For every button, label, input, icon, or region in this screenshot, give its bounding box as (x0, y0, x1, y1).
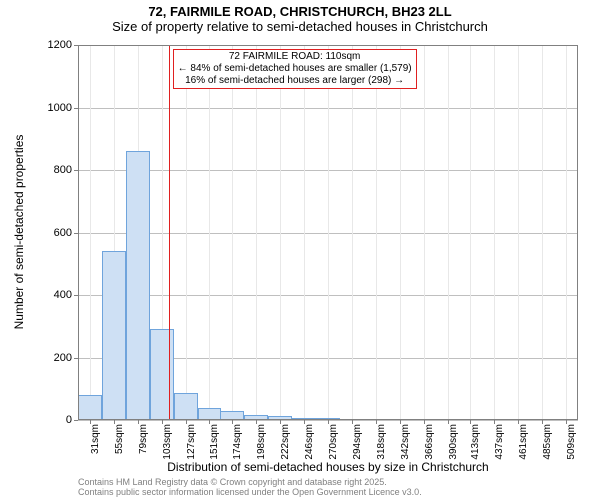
xtick-label: 390sqm (448, 424, 459, 460)
title-block: 72, FAIRMILE ROAD, CHRISTCHURCH, BH23 2L… (0, 0, 600, 34)
ytick-label: 800 (54, 164, 72, 176)
ytick (74, 420, 78, 421)
chart-plot-area: 02004006008001000120031sqm55sqm79sqm103s… (78, 45, 578, 420)
x-axis-label: Distribution of semi-detached houses by … (78, 460, 578, 474)
ytick-label: 1000 (48, 102, 72, 114)
ytick-label: 200 (54, 352, 72, 364)
title-line2: Size of property relative to semi-detach… (0, 19, 600, 34)
chart-container: 72, FAIRMILE ROAD, CHRISTCHURCH, BH23 2L… (0, 0, 600, 500)
xtick-label: 198sqm (256, 424, 267, 460)
ytick-label: 0 (66, 414, 72, 426)
plot-border (78, 45, 578, 420)
attribution-footer: Contains HM Land Registry data © Crown c… (78, 478, 422, 498)
ytick-label: 600 (54, 227, 72, 239)
ytick-label: 400 (54, 289, 72, 301)
xtick-label: 151sqm (209, 424, 220, 460)
xtick-label: 55sqm (114, 424, 125, 454)
y-axis-label: Number of semi-detached properties (12, 37, 26, 232)
xtick-label: 79sqm (138, 424, 149, 454)
xtick-label: 485sqm (542, 424, 553, 460)
xtick-label: 318sqm (376, 424, 387, 460)
xtick-label: 174sqm (232, 424, 243, 460)
xtick-label: 342sqm (400, 424, 411, 460)
xtick-label: 127sqm (186, 424, 197, 460)
xtick-label: 461sqm (518, 424, 529, 460)
footer-line2: Contains public sector information licen… (78, 488, 422, 498)
xtick-label: 103sqm (162, 424, 173, 460)
xtick-label: 222sqm (280, 424, 291, 460)
ytick-label: 1200 (48, 39, 72, 51)
xtick-label: 413sqm (470, 424, 481, 460)
xtick-label: 246sqm (304, 424, 315, 460)
xtick-label: 366sqm (424, 424, 435, 460)
xtick-label: 437sqm (494, 424, 505, 460)
xtick-label: 270sqm (328, 424, 339, 460)
xtick-label: 509sqm (566, 424, 577, 460)
xtick-label: 294sqm (352, 424, 363, 460)
xtick-label: 31sqm (90, 424, 101, 454)
title-line1: 72, FAIRMILE ROAD, CHRISTCHURCH, BH23 2L… (0, 4, 600, 19)
